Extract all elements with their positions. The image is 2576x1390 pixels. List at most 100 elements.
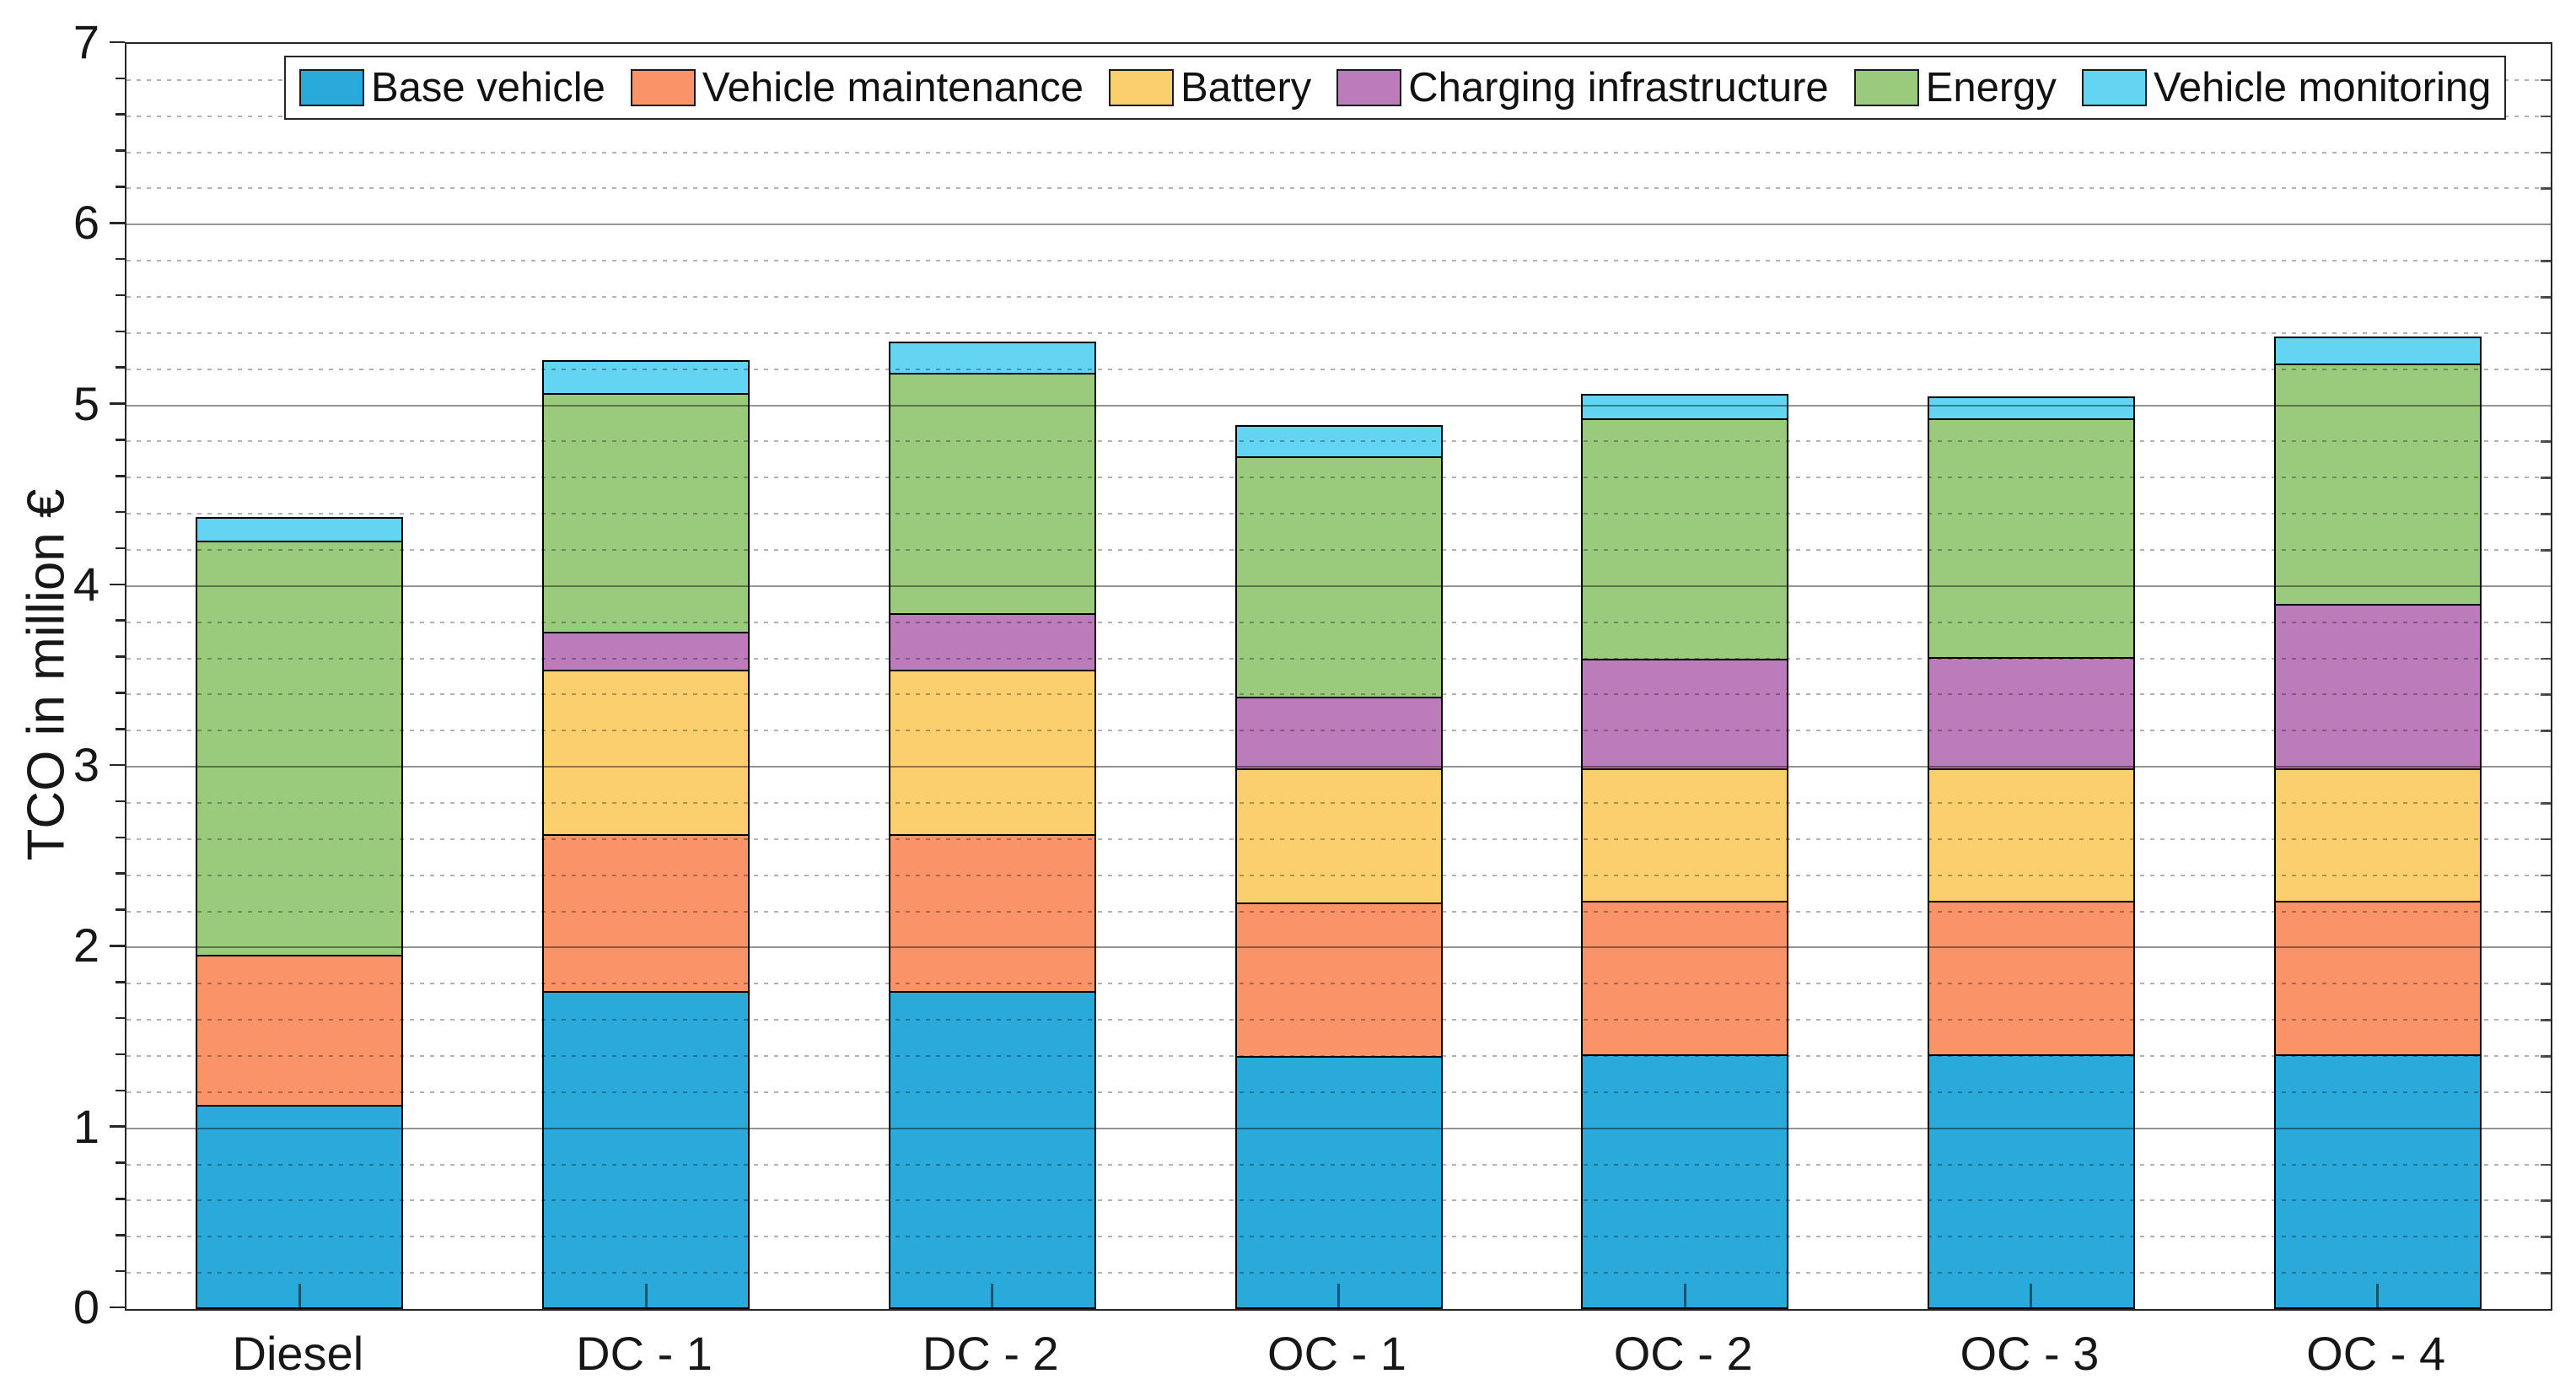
y-tick xyxy=(116,149,125,152)
x-tick xyxy=(1337,1284,1340,1309)
bar-segment-base-vehicle xyxy=(542,990,750,1309)
legend-item-vehicle-monitoring: Vehicle monitoring xyxy=(2081,64,2491,111)
bar-segment-base-vehicle xyxy=(2273,1053,2482,1309)
y-tick-right xyxy=(2541,549,2551,552)
x-tick xyxy=(1683,1284,1686,1309)
y-tick-label: 0 xyxy=(73,1280,99,1333)
bar-segment-vehicle-maintenance xyxy=(2273,900,2482,1056)
y-tick-right xyxy=(2541,78,2551,82)
legend-item-energy: Energy xyxy=(1853,64,2057,111)
bar-dc-2 xyxy=(888,44,1096,1309)
y-tick xyxy=(110,40,125,44)
y-tick xyxy=(116,619,125,622)
y-tick-right xyxy=(2541,1091,2551,1094)
y-tick-right xyxy=(2541,1272,2551,1274)
y-tick xyxy=(116,1198,125,1200)
bar-segment-energy xyxy=(2273,363,2482,606)
bar-segment-energy xyxy=(1927,418,2135,659)
y-tick xyxy=(116,77,125,80)
y-tick-label: 3 xyxy=(73,738,99,792)
bar-segment-vehicle-monitoring xyxy=(1581,394,1789,420)
x-tick xyxy=(298,1284,301,1309)
bar-segment-battery xyxy=(888,669,1096,836)
bar-segment-charging-infrastructure xyxy=(888,612,1096,671)
bar-segment-vehicle-maintenance xyxy=(196,954,404,1107)
bar-oc-2 xyxy=(1581,44,1789,1309)
bar-segment-energy xyxy=(1234,455,1443,698)
y-tick-right xyxy=(2541,983,2551,985)
bar-segment-vehicle-monitoring xyxy=(1927,396,2135,420)
y-tick xyxy=(110,402,125,405)
legend-label: Charging infrastructure xyxy=(1408,65,1829,110)
bar-segment-vehicle-maintenance xyxy=(1581,900,1789,1056)
x-tick xyxy=(2376,1284,2380,1309)
bar-segment-charging-infrastructure xyxy=(2273,603,2482,771)
bar-segment-base-vehicle xyxy=(196,1104,404,1309)
y-axis-title: TCO in million € xyxy=(17,488,76,861)
y-tick xyxy=(116,1053,125,1056)
y-tick xyxy=(116,547,125,550)
plot-area xyxy=(125,42,2552,1311)
y-tick-right xyxy=(2541,331,2551,335)
bar-segment-energy xyxy=(542,392,750,633)
bar-diesel xyxy=(196,44,404,1309)
y-tick-right xyxy=(2541,1199,2551,1202)
y-tick-label: 4 xyxy=(73,557,99,611)
legend-label: Base vehicle xyxy=(371,65,605,110)
x-tick-label: DC - 2 xyxy=(922,1327,1059,1380)
y-tick-right xyxy=(2541,296,2551,299)
y-tick xyxy=(116,1161,125,1164)
y-tick xyxy=(110,945,125,947)
bar-segment-vehicle-monitoring xyxy=(196,517,404,543)
legend-swatch xyxy=(1853,69,1919,106)
bar-segment-vehicle-monitoring xyxy=(2273,336,2482,366)
bar-segment-charging-infrastructure xyxy=(1581,658,1789,771)
bar-segment-energy xyxy=(1581,418,1789,660)
y-tick xyxy=(110,222,125,224)
legend-item-battery: Battery xyxy=(1109,64,1311,111)
y-tick-right xyxy=(2541,440,2551,443)
bar-segment-vehicle-monitoring xyxy=(888,342,1096,375)
y-tick-label: 5 xyxy=(73,376,99,430)
y-tick-right xyxy=(2541,838,2551,841)
bar-segment-battery xyxy=(542,669,750,836)
bar-oc-3 xyxy=(1927,44,2135,1309)
y-tick xyxy=(116,692,125,694)
y-tick xyxy=(116,872,125,875)
y-tick xyxy=(116,1269,125,1273)
y-tick-right xyxy=(2541,657,2551,660)
y-tick-right xyxy=(2541,1163,2551,1166)
y-tick xyxy=(110,1125,125,1128)
bar-segment-battery xyxy=(2273,768,2482,902)
bar-segment-energy xyxy=(888,372,1096,616)
bar-segment-vehicle-maintenance xyxy=(542,833,750,993)
y-tick-right xyxy=(2541,910,2551,913)
y-tick xyxy=(116,186,125,188)
y-tick-right xyxy=(2541,874,2551,877)
x-tick-label: DC - 1 xyxy=(576,1327,713,1380)
y-tick-right xyxy=(2541,693,2551,696)
y-tick-right xyxy=(2541,115,2551,118)
y-tick-right xyxy=(2541,187,2551,190)
y-tick-label: 1 xyxy=(73,1099,99,1153)
y-tick xyxy=(116,366,125,369)
y-tick xyxy=(116,475,125,477)
x-tick-label: Diesel xyxy=(232,1327,364,1380)
y-tick-right xyxy=(2541,730,2551,732)
y-tick-right xyxy=(2541,260,2551,262)
bar-segment-vehicle-maintenance xyxy=(888,833,1096,993)
x-tick xyxy=(644,1284,648,1309)
y-tick xyxy=(116,908,125,911)
legend-label: Vehicle maintenance xyxy=(702,65,1084,110)
y-tick xyxy=(116,728,125,730)
legend-label: Energy xyxy=(1925,65,2057,110)
y-tick-label: 2 xyxy=(73,919,99,972)
y-tick-right xyxy=(2541,368,2551,371)
y-tick xyxy=(116,836,125,839)
bar-segment-base-vehicle xyxy=(1581,1053,1789,1309)
legend-label: Battery xyxy=(1180,65,1312,110)
legend-swatch xyxy=(299,69,364,106)
legend-item-vehicle-maintenance: Vehicle maintenance xyxy=(630,64,1084,111)
x-tick-label: OC - 4 xyxy=(2306,1327,2446,1380)
